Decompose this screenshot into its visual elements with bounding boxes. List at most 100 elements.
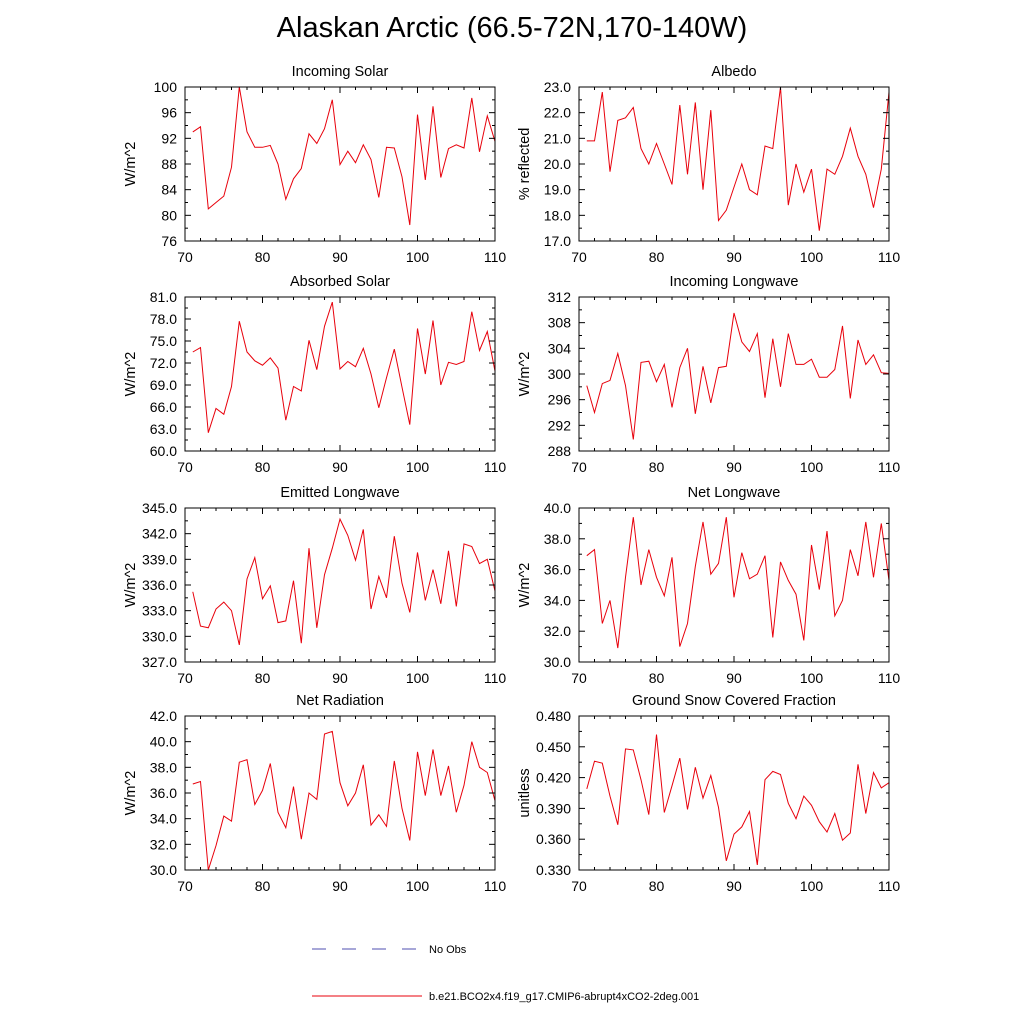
y-tick-label: 32.0	[150, 836, 177, 852]
y-tick-label: 292	[548, 417, 572, 433]
y-tick-label: 18.0	[544, 207, 571, 223]
x-tick-label: 110	[878, 670, 901, 686]
y-tick-label: 304	[548, 340, 572, 356]
y-tick-label: 0.360	[536, 831, 571, 847]
series-line-net-longwave	[586, 517, 890, 649]
y-tick-label: 339.0	[142, 551, 177, 567]
plot-frame	[578, 86, 890, 242]
y-tick-label: 36.0	[544, 562, 571, 578]
y-tick-label: 32.0	[544, 623, 571, 639]
y-tick-label: 333.0	[142, 603, 177, 619]
figure-title: Alaskan Arctic (66.5-72N,170-140W)	[276, 12, 748, 44]
x-tick-label: 80	[649, 878, 665, 894]
x-tick-label: 90	[332, 249, 348, 265]
y-tick-label: 40.0	[150, 734, 177, 750]
panel-title: Net Radiation	[296, 693, 384, 709]
x-tick-label: 70	[571, 249, 587, 265]
panel-title: Incoming Solar	[292, 64, 389, 80]
panel-incoming-solar: Incoming Solar W/m^2 70 80 90 100 110 76 80 84 88 9…	[123, 64, 506, 265]
x-tick-label: 80	[649, 670, 665, 686]
x-tick-label: 90	[726, 878, 742, 894]
x-tick-label: 100	[406, 459, 430, 475]
x-tick-label: 100	[800, 459, 824, 475]
series-line-ground-snow-covered-fraction	[586, 734, 890, 865]
x-tick-label: 80	[649, 459, 665, 475]
panel-ground-snow-covered-fraction: Ground Snow Covered Fraction unitless 70 80…	[517, 693, 900, 894]
y-tick-label: 300	[548, 366, 572, 382]
y-axis-label: W/m^2	[517, 352, 533, 397]
y-tick-label: 0.420	[536, 770, 571, 786]
x-tick-label: 70	[177, 249, 193, 265]
x-tick-label: 80	[649, 249, 665, 265]
y-tick-label: 288	[548, 443, 572, 459]
panel-absorbed-solar: Absorbed Solar W/m^2 70 80 90 100 110 60.0 63.0 6…	[123, 274, 506, 475]
panel-grid: Incoming Solar W/m^2 70 80 90 100 110 76 80 84 88 9…	[123, 64, 900, 894]
x-tick-label: 110	[484, 249, 507, 265]
y-tick-label: 30.0	[150, 862, 177, 878]
x-tick-label: 100	[406, 878, 430, 894]
x-tick-label: 80	[255, 878, 271, 894]
y-tick-label: 38.0	[544, 531, 571, 547]
plot-frame	[578, 507, 890, 663]
x-tick-label: 80	[255, 670, 271, 686]
y-tick-label: 76	[161, 233, 177, 249]
y-axis-label: W/m^2	[517, 563, 533, 608]
plot-frame	[184, 715, 496, 871]
y-tick-label: 72.0	[150, 355, 177, 371]
y-tick-label: 92	[161, 130, 177, 146]
y-tick-label: 36.0	[150, 785, 177, 801]
y-axis-label: W/m^2	[123, 142, 139, 187]
y-tick-label: 330.0	[142, 628, 177, 644]
y-tick-label: 20.0	[544, 156, 571, 172]
panel-title: Emitted Longwave	[280, 485, 399, 501]
x-tick-label: 90	[332, 878, 348, 894]
y-tick-label: 308	[548, 315, 572, 331]
x-tick-label: 90	[726, 670, 742, 686]
plot-frame	[578, 715, 890, 871]
y-tick-label: 60.0	[150, 443, 177, 459]
legend-model-label: b.e21.BCO2x4.f19_g17.CMIP6-abrupt4xCO2-2…	[429, 991, 699, 1003]
y-tick-label: 42.0	[150, 708, 177, 724]
x-tick-label: 110	[484, 670, 507, 686]
y-tick-label: 96	[161, 105, 177, 121]
series-line-emitted-longwave	[192, 517, 496, 646]
panel-net-radiation: Net Radiation W/m^2 70 80 90 100 110 30.0 32.0 34…	[123, 693, 506, 894]
x-tick-label: 100	[800, 670, 824, 686]
plot-frame	[184, 296, 496, 452]
x-tick-label: 90	[332, 459, 348, 475]
x-tick-label: 90	[726, 459, 742, 475]
panel-incoming-longwave: Incoming Longwave W/m^2 70 80 90 100 110 288 292…	[517, 274, 900, 475]
x-tick-label: 110	[878, 459, 901, 475]
x-tick-label: 70	[177, 459, 193, 475]
y-tick-label: 336.0	[142, 577, 177, 593]
y-tick-label: 63.0	[150, 421, 177, 437]
y-tick-label: 34.0	[544, 592, 571, 608]
x-tick-label: 70	[571, 459, 587, 475]
y-tick-label: 66.0	[150, 399, 177, 415]
panel-title: Incoming Longwave	[670, 274, 799, 290]
x-tick-label: 110	[878, 249, 901, 265]
series-line-incoming-longwave	[586, 312, 890, 440]
legend: No Obs b.e21.BCO2x4.f19_g17.CMIP6-abrupt…	[312, 944, 699, 1003]
x-tick-label: 100	[800, 249, 824, 265]
panel-net-longwave: Net Longwave W/m^2 70 80 90 100 110 30.0 32.0 34.…	[517, 485, 900, 686]
y-tick-label: 100	[154, 79, 178, 95]
x-tick-label: 70	[571, 670, 587, 686]
x-tick-label: 100	[800, 878, 824, 894]
panel-title: Albedo	[711, 64, 756, 80]
x-tick-label: 80	[255, 249, 271, 265]
x-tick-label: 90	[332, 670, 348, 686]
y-tick-label: 0.330	[536, 862, 571, 878]
series-line-incoming-solar	[192, 86, 496, 226]
y-tick-label: 296	[548, 392, 572, 408]
series-line-net-radiation	[192, 730, 496, 871]
y-tick-label: 0.450	[536, 739, 571, 755]
y-tick-label: 21.0	[544, 130, 571, 146]
x-tick-label: 80	[255, 459, 271, 475]
panel-emitted-longwave: Emitted Longwave W/m^2 70 80 90 100 110 327.0 33…	[123, 485, 506, 686]
y-tick-label: 342.0	[142, 526, 177, 542]
y-tick-label: 312	[548, 289, 572, 305]
y-axis-label: % reflected	[517, 128, 533, 201]
x-tick-label: 70	[177, 670, 193, 686]
y-tick-label: 88	[161, 156, 177, 172]
